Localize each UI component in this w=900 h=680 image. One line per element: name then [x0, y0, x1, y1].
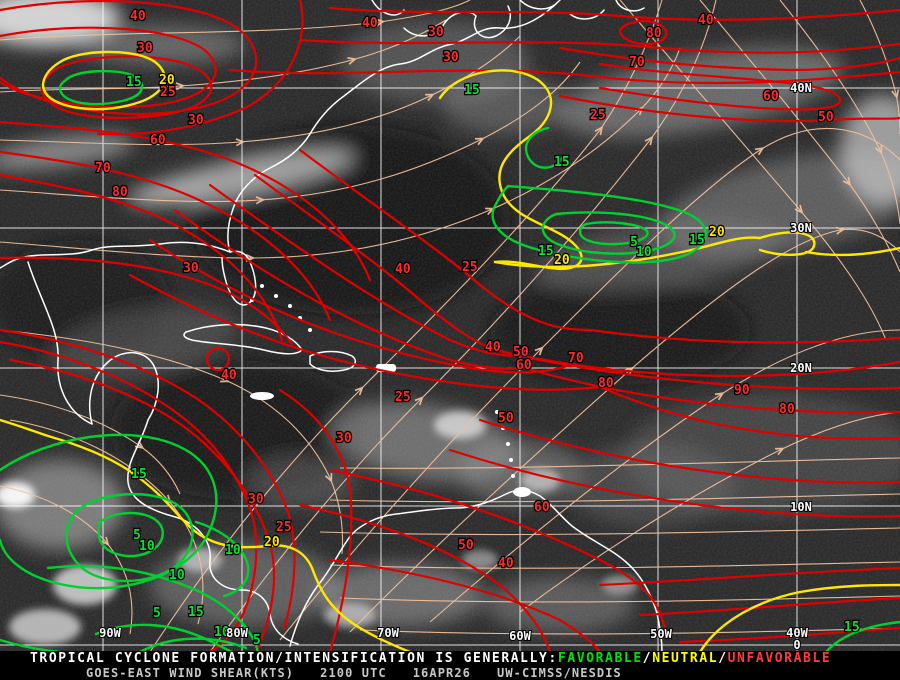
contour-label: 15: [131, 467, 147, 482]
legend-unfavorable: UNFAVORABLE: [727, 651, 832, 666]
product-name: GOES-EAST WIND SHEAR(KTS): [86, 666, 295, 680]
contour-label: 30: [137, 41, 153, 56]
contour-label: 90: [734, 383, 750, 398]
contours-yellow: [0, 50, 900, 652]
contour-label: 30: [428, 25, 444, 40]
contour-label: 10: [214, 625, 230, 640]
contour-label: 50: [818, 110, 834, 125]
grid-coordinate-label: 90W: [99, 626, 121, 640]
contour-label: 40: [498, 556, 514, 571]
south-america: [289, 489, 663, 652]
contour-label: 5: [133, 528, 141, 543]
contour-label: 25: [462, 260, 478, 275]
contour-label: 80: [112, 185, 128, 200]
contour-label: 50: [458, 538, 474, 553]
product-time: 2100 UTC: [320, 666, 387, 680]
contour-label: 10: [169, 568, 185, 583]
contour-label: 60: [150, 133, 166, 148]
contour-label: 15: [538, 244, 554, 259]
contours-red: [0, 0, 900, 652]
grid-coordinate-label: 70W: [377, 626, 399, 640]
grid-coordinate-label: 50W: [650, 627, 672, 641]
contour-label: 25: [395, 390, 411, 405]
legend-separator-1: /: [642, 651, 653, 666]
product-date: 16APR26: [412, 666, 472, 680]
contour-label: 80: [779, 402, 795, 417]
contour-label: 15: [554, 155, 570, 170]
contour-label: 5: [253, 633, 261, 648]
contour-label: 80: [598, 376, 614, 391]
contour-label: 15: [464, 83, 480, 98]
contour-label: 10: [139, 539, 155, 554]
contour-label: 30: [188, 113, 204, 128]
grid-coordinate-label: 40N: [790, 81, 812, 95]
contour-label: 25: [160, 85, 176, 100]
geo-label-layer: 40N 30N 20N 10N 0 90W 80W 70W 60W 50W 40W: [98, 80, 813, 652]
grid-coordinate-label: 40W: [786, 626, 808, 640]
contour-label: 5: [153, 606, 161, 621]
contour-label: 20: [554, 253, 570, 268]
grid-coordinate-label: 80W: [226, 626, 248, 640]
grid-coordinate-label: 20N: [790, 361, 812, 375]
contour-label: 40: [221, 368, 237, 383]
contour-label: 10: [225, 543, 241, 558]
contour-label: 40: [698, 13, 714, 28]
contour-label: 70: [568, 351, 584, 366]
contour-label: 30: [183, 261, 199, 276]
contour-label: 30: [336, 431, 352, 446]
grid-coordinate-label: 0: [793, 638, 800, 652]
contour-label: 40: [395, 262, 411, 277]
contour-label: 15: [126, 75, 142, 90]
contour-label: 50: [513, 345, 529, 360]
mexico: [27, 261, 93, 425]
grid-coordinate-label: 10N: [790, 500, 812, 514]
contour-label: 30: [248, 492, 264, 507]
contour-label: 20: [159, 73, 175, 88]
contour-label: 40: [485, 340, 501, 355]
legend-separator-2: /: [718, 651, 728, 666]
grid-coordinate-label: 60W: [509, 629, 531, 643]
contour-label: 40: [130, 9, 146, 24]
contour-label: 70: [95, 161, 111, 176]
contour-label: 60: [763, 89, 779, 104]
coastlines: [0, 0, 663, 652]
legend-favorable: FAVORABLE: [557, 651, 643, 666]
contour-label: 80: [646, 26, 662, 41]
yucatan: [89, 352, 160, 425]
contour-label: 20: [264, 535, 280, 550]
legend-neutral: NEUTRAL: [652, 651, 719, 666]
contour-label: 20: [709, 225, 725, 240]
contour-label: 60: [516, 358, 532, 373]
contour-label: 15: [188, 605, 204, 620]
contour-label: 25: [276, 520, 292, 535]
contour-label: 70: [629, 55, 645, 70]
product-source: UW-CIMSS/NESDIS: [497, 666, 622, 680]
contour-label: 5: [630, 235, 638, 250]
grid-coordinate-label: 30N: [790, 221, 812, 235]
contour-label: 25: [590, 108, 606, 123]
contour-label: 30: [443, 50, 459, 65]
contour-label: 50: [498, 411, 514, 426]
us-east-coast: [227, 0, 561, 253]
legend-bar: TROPICAL CYCLONE FORMATION/INTENSIFICATI…: [0, 651, 900, 667]
contour-label: 40: [362, 16, 378, 31]
gulf-coast: [0, 241, 231, 269]
credit-bar: GOES-EAST WIND SHEAR(KTS) 2100 UTC 16APR26…: [0, 667, 900, 680]
contour-label: 10: [636, 245, 652, 260]
cuba: [183, 323, 303, 355]
contour-label: 60: [534, 500, 550, 515]
islands: [250, 284, 531, 497]
legend-prefix: TROPICAL CYCLONE FORMATION/INTENSIFICATI…: [30, 651, 558, 666]
contour-label: 15: [844, 620, 860, 635]
contour-label: 15: [689, 233, 705, 248]
